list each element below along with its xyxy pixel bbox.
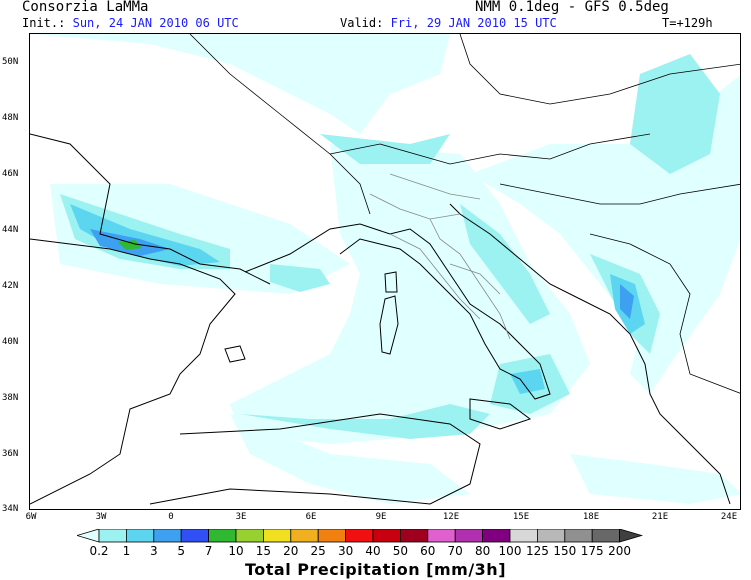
coastlines bbox=[30, 133, 731, 505]
colorbar-swatch bbox=[454, 529, 484, 543]
colorbar-swatch bbox=[591, 529, 621, 543]
valid-label: Valid: bbox=[340, 16, 384, 30]
colorbar-swatch bbox=[235, 529, 264, 543]
colorbar-label: 0.2 bbox=[89, 544, 109, 558]
colorbar-swatch bbox=[126, 529, 155, 543]
colorbar-swatch bbox=[427, 529, 456, 543]
map-canvas bbox=[30, 34, 740, 505]
colorbar-swatch bbox=[372, 529, 401, 543]
colorbar-swatch bbox=[262, 529, 292, 543]
colorbar-label: 50 bbox=[392, 544, 409, 558]
org-title: Consorzia LaMMa bbox=[22, 0, 149, 15]
colorbar-swatch bbox=[536, 529, 566, 543]
lon-label: 3W bbox=[95, 512, 107, 522]
colorbar-swatch bbox=[509, 529, 538, 543]
colorbar-label: 7 bbox=[204, 544, 213, 558]
init-label: Init.: bbox=[22, 16, 66, 30]
init-value: Sun, 24 JAN 2010 06 UTC bbox=[72, 16, 239, 30]
colorbar-swatch bbox=[399, 529, 429, 543]
colorbar-label: 175 bbox=[580, 544, 604, 558]
lat-label: 48N bbox=[2, 113, 19, 123]
borders bbox=[189, 34, 740, 394]
colorbar-label: 125 bbox=[525, 544, 549, 558]
lon-label: 0 bbox=[168, 512, 174, 522]
colorbar-swatch bbox=[482, 529, 511, 543]
colorbar-label: 15 bbox=[255, 544, 272, 558]
lon-label: 12E bbox=[442, 512, 460, 522]
lat-label: 44N bbox=[2, 225, 19, 235]
colorbar-label: 1 bbox=[122, 544, 131, 558]
lon-label: 6E bbox=[305, 512, 317, 522]
lon-label: 21E bbox=[651, 512, 669, 522]
colorbar-swatch bbox=[564, 529, 593, 543]
colorbar-label: 10 bbox=[228, 544, 244, 558]
valid-value: Fri, 29 JAN 2010 15 UTC bbox=[390, 16, 557, 30]
colorbar-swatch bbox=[208, 529, 237, 543]
colorbar-arrow-low bbox=[77, 529, 100, 543]
colorbar-label: 80 bbox=[474, 544, 491, 558]
lat-label: 38N bbox=[2, 393, 19, 403]
colorbar-label: 70 bbox=[447, 544, 463, 558]
colorbar-swatch bbox=[290, 529, 319, 543]
colorbar-swatch bbox=[153, 529, 182, 543]
lon-label: 6W bbox=[25, 512, 37, 522]
colorbar-label: 200 bbox=[608, 544, 632, 558]
lead-time: T=+129h bbox=[662, 16, 713, 30]
colorbar-swatch bbox=[98, 529, 127, 543]
lon-label: 15E bbox=[512, 512, 530, 522]
lon-label: 24E bbox=[720, 512, 738, 522]
lon-label: 3E bbox=[235, 512, 247, 522]
precip-peak bbox=[118, 240, 142, 250]
lat-label: 40N bbox=[2, 337, 19, 347]
colorbar-label: 60 bbox=[420, 544, 436, 558]
colorbar-swatch bbox=[345, 529, 374, 543]
colorbar-label: 20 bbox=[283, 544, 299, 558]
colorbar-arrow-high bbox=[619, 529, 644, 543]
colorbar-label: 100 bbox=[498, 544, 522, 558]
regional-borders bbox=[369, 173, 511, 340]
lat-label: 50N bbox=[2, 57, 19, 67]
colorbar-label: 30 bbox=[337, 544, 354, 558]
colorbar-label: 40 bbox=[365, 544, 381, 558]
colorbar-swatch bbox=[317, 529, 346, 543]
lat-label: 46N bbox=[2, 169, 19, 179]
colorbar-label: 150 bbox=[553, 544, 577, 558]
colorbar-swatch bbox=[180, 529, 209, 543]
init-line: Init.: Sun, 24 JAN 2010 06 UTC bbox=[22, 16, 239, 30]
precipitation-map bbox=[29, 33, 741, 510]
colorbar-label: 3 bbox=[149, 544, 158, 558]
colorbar bbox=[77, 529, 644, 543]
colorbar-title: Total Precipitation [mm/3h] bbox=[244, 560, 507, 579]
model-title: NMM 0.1deg - GFS 0.5deg bbox=[475, 0, 669, 15]
lat-label: 34N bbox=[2, 504, 19, 514]
valid-line: Valid: Fri, 29 JAN 2010 15 UTC bbox=[340, 16, 557, 30]
lat-label: 36N bbox=[2, 449, 19, 459]
colorbar-label: 25 bbox=[310, 544, 326, 558]
lat-label: 42N bbox=[2, 281, 19, 291]
colorbar-label: 5 bbox=[177, 544, 186, 558]
lon-label: 9E bbox=[375, 512, 387, 522]
lon-label: 18E bbox=[582, 512, 600, 522]
